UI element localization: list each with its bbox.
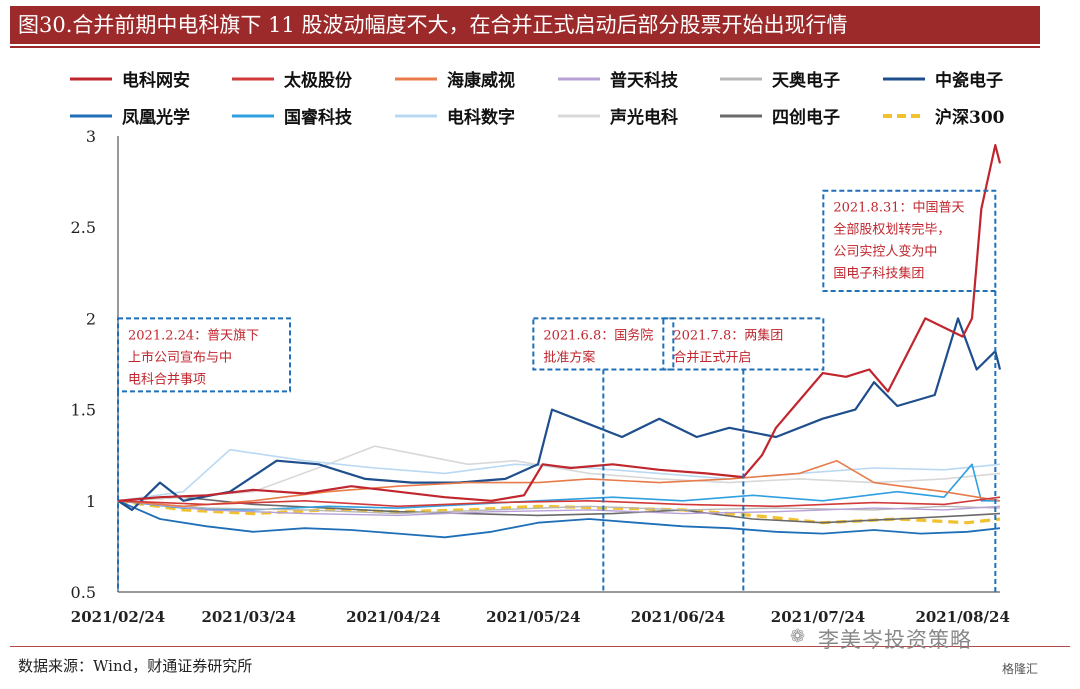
y-tick-label: 1.5 xyxy=(71,401,96,420)
annotation-text: 2021.6.8：国务院 xyxy=(543,327,653,343)
y-tick-label: 1 xyxy=(86,492,96,511)
x-tick-label: 2021/08/24 xyxy=(915,608,1009,626)
series-line xyxy=(117,496,1001,508)
y-tick-label: 2 xyxy=(86,309,96,328)
annotation-box xyxy=(117,317,291,393)
chart-title: 图30.合并前期中电科旗下 11 股波动幅度不大，在合并正式启动后部分股票开始出… xyxy=(10,6,1040,44)
series-line xyxy=(117,463,1000,511)
legend-label: 声光电科 xyxy=(609,107,678,128)
annotation-text: 上市公司宣布与中 xyxy=(128,349,232,365)
legend-label: 电科网安 xyxy=(122,70,190,91)
x-tick-label: 2021/05/24 xyxy=(486,608,580,626)
series-line xyxy=(117,448,1001,502)
annotation-text: 2021.8.31：中国普天 xyxy=(833,201,964,216)
x-tick-label: 2021/03/24 xyxy=(201,608,295,626)
legend-label: 沪深300 xyxy=(935,107,1005,128)
x-tick-label: 2021/06/24 xyxy=(631,608,725,626)
x-tick-label: 2021/02/24 xyxy=(71,608,165,626)
annotation-text: 公司实控人变为中 xyxy=(833,244,937,260)
x-tick-label: 2021/07/24 xyxy=(771,608,865,626)
series-line xyxy=(117,317,1002,511)
annotation-text: 批准方案 xyxy=(543,349,595,365)
annotation-text: 电科合并事项 xyxy=(128,372,206,387)
legend-label: 凤凰光学 xyxy=(122,107,190,128)
annotation-box xyxy=(532,317,675,371)
legend-label: 普天科技 xyxy=(610,70,679,91)
series-layer xyxy=(117,144,1002,539)
legend-label: 中瓷电子 xyxy=(935,70,1003,91)
watermark: 李美岑投资策略 xyxy=(818,628,972,652)
annotation-text: 全部股权划转完毕， xyxy=(833,222,950,238)
series-line xyxy=(117,445,1001,502)
annotation-text: 合并正式开启 xyxy=(673,350,751,365)
x-tick-label: 2021/04/24 xyxy=(346,608,440,626)
legend-label: 太极股份 xyxy=(284,70,353,91)
legend-label: 电科数字 xyxy=(447,107,515,128)
series-line xyxy=(117,496,1001,524)
series-line xyxy=(117,500,1001,517)
y-tick-label: 3 xyxy=(86,127,96,146)
logo: 格隆汇 xyxy=(1002,662,1039,676)
title-underline xyxy=(10,46,1040,48)
annotation-text: 2021.2.24：普天旗下 xyxy=(128,327,259,343)
legend-label: 国睿科技 xyxy=(284,107,353,128)
footer-divider xyxy=(10,646,1070,647)
series-line xyxy=(117,144,1002,502)
annotation-text: 2021.7.8：两集团 xyxy=(673,327,783,343)
annotation-text: 国电子科技集团 xyxy=(833,266,924,282)
axes: 0.5 1 1.5 2 2.5 3 2021/02/24 2021/03/24 2021/04/… xyxy=(71,127,1010,626)
legend-label: 四创电子 xyxy=(772,107,840,128)
wechat-icon: ❁ xyxy=(790,626,806,647)
y-tick-label: 0.5 xyxy=(71,583,96,602)
legend-label: 天奥电子 xyxy=(772,70,840,91)
legend-label: 海康威视 xyxy=(447,70,515,91)
series-line xyxy=(117,499,1001,539)
y-tick-label: 2.5 xyxy=(71,218,96,237)
source-note: 数据来源：Wind，财通证券研究所 xyxy=(18,657,253,675)
series-line xyxy=(117,459,1001,508)
